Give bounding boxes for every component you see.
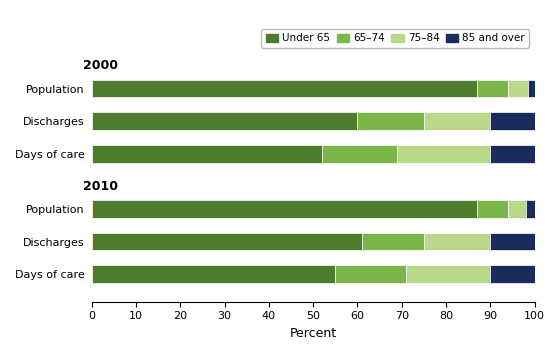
Bar xyxy=(92,265,335,283)
Bar xyxy=(528,80,534,98)
X-axis label: Percent: Percent xyxy=(290,327,337,340)
Bar xyxy=(92,112,357,130)
Bar xyxy=(424,112,490,130)
Text: 2000: 2000 xyxy=(83,59,118,72)
Bar xyxy=(92,233,362,251)
Text: 2010: 2010 xyxy=(83,180,118,193)
Legend: Under 65, 65–74, 75–84, 85 and over: Under 65, 65–74, 75–84, 85 and over xyxy=(262,29,529,48)
Bar xyxy=(362,233,424,251)
Bar xyxy=(92,200,477,218)
Bar xyxy=(490,145,534,163)
Bar xyxy=(335,265,406,283)
Bar xyxy=(508,200,526,218)
Bar xyxy=(508,80,528,98)
Bar xyxy=(92,145,322,163)
Bar xyxy=(424,233,490,251)
Bar xyxy=(490,265,534,283)
Bar xyxy=(490,112,534,130)
Bar xyxy=(397,145,490,163)
Bar xyxy=(477,200,508,218)
Bar xyxy=(526,200,534,218)
Bar xyxy=(322,145,397,163)
Bar xyxy=(406,265,490,283)
Bar xyxy=(490,233,534,251)
Bar xyxy=(92,80,477,98)
Bar xyxy=(477,80,508,98)
Bar xyxy=(357,112,424,130)
